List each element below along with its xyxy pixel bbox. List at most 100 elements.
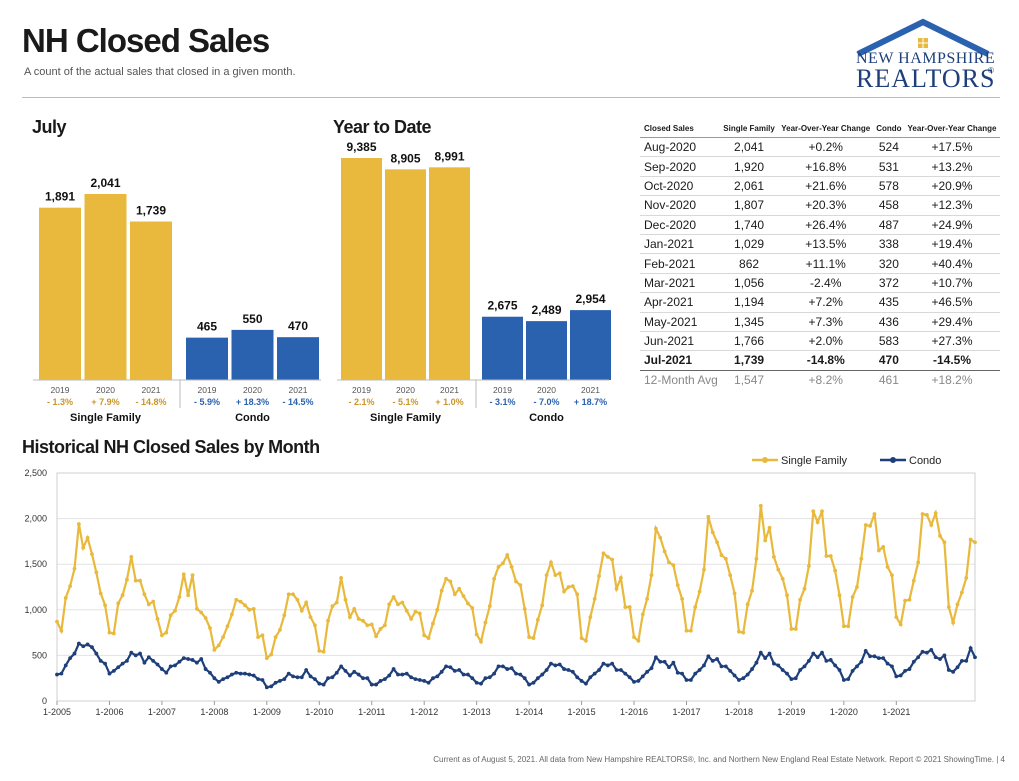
cell-month: Dec-2020	[640, 215, 721, 235]
data-point	[802, 664, 807, 669]
data-point	[509, 565, 514, 569]
data-point	[535, 676, 540, 681]
data-point	[968, 646, 973, 651]
bar-single-family-2021	[429, 167, 470, 380]
data-point	[675, 670, 680, 675]
cell-condo: 470	[873, 350, 904, 371]
y-tick-label: 500	[32, 650, 47, 660]
data-point	[63, 596, 68, 600]
data-point	[208, 670, 212, 675]
data-point	[894, 674, 899, 679]
data-point	[369, 682, 374, 687]
data-point	[68, 584, 73, 588]
data-point	[916, 655, 921, 660]
data-point	[715, 657, 719, 661]
x-tick-label: 1-2007	[148, 707, 176, 717]
data-point	[142, 592, 147, 597]
data-point	[452, 592, 457, 597]
data-point	[199, 610, 204, 615]
bar-single-family-2019	[39, 207, 81, 380]
cell-condo: 583	[873, 331, 904, 352]
data-point	[881, 656, 886, 661]
data-point	[837, 593, 842, 598]
cell-avg-single-family: 1,547	[734, 372, 765, 387]
data-point	[212, 676, 217, 681]
data-point	[903, 669, 907, 673]
data-point	[347, 673, 352, 678]
data-point	[374, 634, 379, 639]
data-point	[291, 592, 295, 597]
data-point	[549, 661, 553, 666]
data-point	[841, 678, 846, 682]
data-point	[238, 599, 243, 604]
historical-chart-title: Historical NH Closed Sales by Month	[22, 437, 320, 457]
data-point	[404, 608, 409, 613]
data-point	[929, 648, 934, 652]
data-point	[400, 672, 405, 677]
cell-month: Feb-2021	[640, 253, 721, 274]
data-point	[776, 567, 781, 572]
data-point	[680, 671, 685, 676]
data-point	[549, 560, 553, 565]
data-point	[321, 682, 326, 687]
cell-single-family: 1,029	[720, 234, 778, 255]
data-point	[719, 553, 724, 557]
data-point	[688, 678, 693, 682]
data-point	[793, 676, 798, 681]
data-point	[562, 589, 566, 594]
cell-condo: 578	[873, 176, 904, 197]
year-tick-label: 2019	[352, 385, 371, 395]
data-point	[229, 672, 234, 677]
data-point	[575, 675, 580, 680]
data-point	[500, 664, 505, 669]
data-point	[863, 523, 868, 527]
data-point	[444, 576, 448, 581]
data-point	[203, 616, 208, 620]
cell-month: Jul-2021	[640, 350, 721, 371]
data-point	[614, 586, 619, 591]
cell-month: Sep-2020	[640, 156, 721, 177]
data-point	[640, 612, 645, 617]
page-title: NH Closed Sales	[22, 22, 270, 59]
data-point	[356, 672, 361, 677]
data-point	[321, 649, 326, 654]
data-point	[444, 664, 448, 669]
data-point	[356, 617, 361, 621]
data-point	[820, 650, 824, 655]
cell-single-family: 1,740	[720, 215, 778, 235]
table-row: Sep-2020 1,920 +16.8% 531 +13.2%	[640, 156, 1000, 177]
group-label: Single Family	[370, 412, 442, 424]
data-point	[553, 663, 558, 668]
data-point	[815, 520, 820, 525]
data-point	[483, 676, 488, 681]
data-point	[570, 584, 575, 588]
data-point	[378, 627, 383, 631]
data-point	[828, 658, 833, 662]
data-point	[243, 671, 247, 676]
data-point	[361, 618, 365, 623]
data-point	[396, 672, 400, 677]
cell-sf-change: +7.3%	[777, 312, 874, 332]
data-point	[151, 658, 156, 663]
logo-line-1: NEW HAMPSHIRE	[856, 50, 996, 67]
data-point	[212, 648, 217, 652]
table-row: May-2021 1,345 +7.3% 436 +29.4%	[640, 312, 1000, 332]
data-point	[715, 540, 719, 545]
data-point	[632, 635, 636, 640]
year-tick-label: 2021	[289, 385, 308, 395]
col-header-month: Closed Sales	[640, 122, 721, 138]
data-point	[951, 669, 956, 674]
data-point	[815, 655, 820, 660]
bar-value-label: 1,891	[45, 190, 75, 204]
year-tick-label: 2020	[396, 385, 415, 395]
data-point	[448, 665, 453, 670]
data-point	[876, 548, 881, 553]
data-point	[295, 597, 300, 602]
cell-condo-change: +12.3%	[904, 195, 1000, 216]
data-point	[474, 680, 479, 685]
cell-sf-change: +21.6%	[777, 176, 874, 197]
data-point	[855, 664, 859, 669]
data-point	[426, 680, 431, 685]
data-point	[925, 650, 929, 655]
data-point	[741, 676, 746, 681]
